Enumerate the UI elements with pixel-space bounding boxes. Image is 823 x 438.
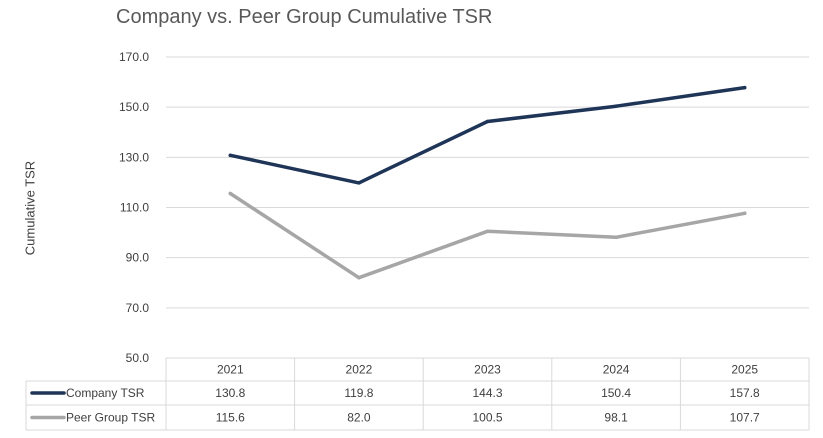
data-table: 2021 2022 2023 2024 2025 Company TSR 130.8 119.… <box>25 357 810 431</box>
y-tick-label: 110.0 <box>120 201 149 215</box>
series-name: Company TSR <box>66 386 145 400</box>
series-lines <box>228 85 747 280</box>
y-tick-label: 90.0 <box>126 251 150 265</box>
data-point <box>357 181 361 185</box>
y-tick-label: 150.0 <box>119 100 149 114</box>
x-category-label: 2021 <box>217 363 244 377</box>
chart-title: Company vs. Peer Group Cumulative TSR <box>116 6 493 28</box>
table-value-cell: 100.5 <box>472 411 502 425</box>
table-value-cell: 119.8 <box>344 386 373 400</box>
y-axis-ticks: 50.0 70.0 90.0 110.0 130.0 150.0 170.0 <box>119 50 149 365</box>
y-tick-label: 170.0 <box>119 50 149 64</box>
data-point <box>357 275 361 280</box>
data-point <box>485 119 490 124</box>
series-line <box>228 85 747 185</box>
x-category-label: 2022 <box>346 363 373 377</box>
table-value-cell: 98.1 <box>604 411 628 425</box>
data-point <box>228 191 233 196</box>
data-point <box>228 153 233 158</box>
data-point <box>614 235 618 240</box>
series-line <box>228 191 747 280</box>
data-point <box>485 229 490 234</box>
table-value-cell: 144.3 <box>472 386 502 400</box>
data-point <box>614 104 618 108</box>
data-point <box>742 211 747 216</box>
y-tick-label: 70.0 <box>126 301 150 315</box>
series-name: Peer Group TSR <box>66 411 155 425</box>
table-value-cell: 115.6 <box>216 411 245 425</box>
x-category-label: 2023 <box>474 363 501 377</box>
y-tick-label: 50.0 <box>126 351 150 365</box>
x-category-label: 2024 <box>603 363 630 377</box>
table-value-cell: 82.0 <box>347 411 371 425</box>
gridlines <box>166 56 809 309</box>
table-value-cell: 150.4 <box>601 386 631 400</box>
table-value-cell: 130.8 <box>215 386 245 400</box>
table-value-cell: 107.7 <box>730 411 760 425</box>
y-tick-label: 130.0 <box>119 150 149 164</box>
table-value-cell: 157.8 <box>730 386 760 400</box>
data-point <box>742 85 747 90</box>
x-category-label: 2025 <box>731 363 758 377</box>
